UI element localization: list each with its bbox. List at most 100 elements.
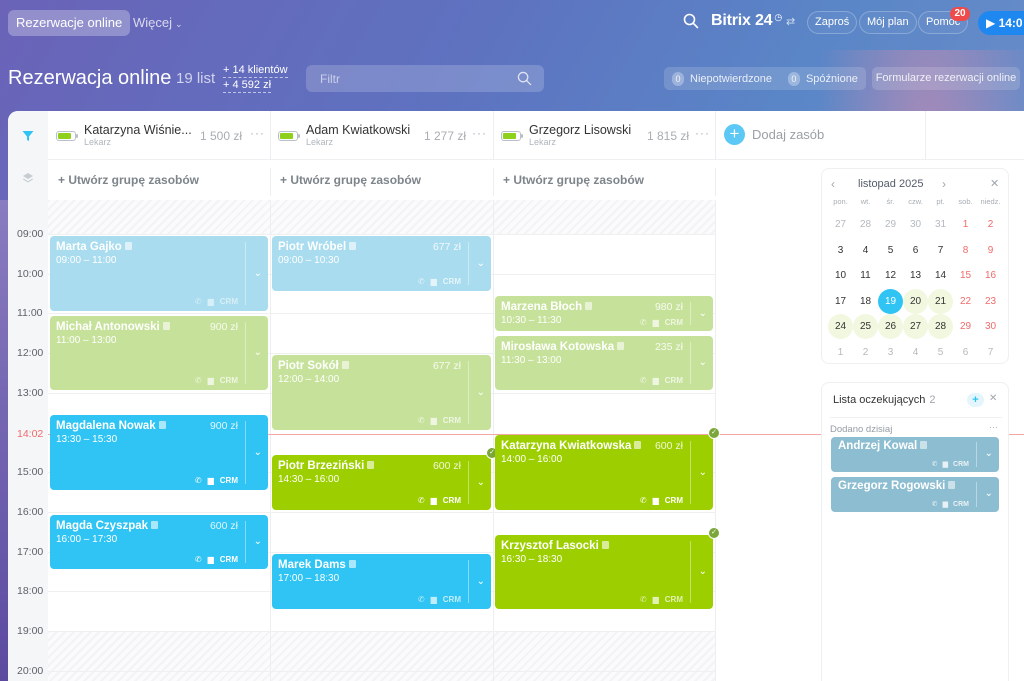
appointment-card[interactable]: Magdalena Nowak 13:30 – 15:30 900 zł ✆ ▆ C… (50, 415, 268, 490)
booking-forms-button[interactable]: Formularze rezerwacji online (872, 67, 1020, 90)
more-dots-icon[interactable]: ··· (250, 126, 265, 140)
calendar-day[interactable]: 31 (934, 219, 947, 230)
calendar-day[interactable]: 29 (884, 219, 897, 230)
crm-link[interactable]: CRM (442, 496, 461, 505)
chevron-down-icon[interactable]: ⌄ (698, 307, 707, 319)
calendar-day[interactable]: 18 (859, 295, 872, 307)
chat-icon[interactable]: ▆ (430, 277, 437, 286)
phone-icon[interactable]: ✆ (931, 501, 938, 508)
unconfirmed-filter[interactable]: 0 Niepotwierdzone (672, 71, 772, 86)
more-dots-icon[interactable]: ··· (472, 126, 487, 140)
phone-icon[interactable]: ✆ (417, 595, 425, 604)
chat-icon[interactable]: ▆ (430, 496, 437, 505)
phone-icon[interactable]: ✆ (639, 595, 647, 604)
chat-icon[interactable]: ▆ (207, 476, 214, 485)
chevron-down-icon[interactable]: ⌄ (253, 267, 262, 279)
calendar-day[interactable]: 3 (837, 244, 844, 256)
chevron-left-icon[interactable]: ‹ (831, 177, 835, 191)
crm-link[interactable]: CRM (664, 496, 683, 505)
crm-link[interactable]: CRM (664, 318, 683, 327)
crm-link[interactable]: CRM (442, 277, 461, 286)
calendar-day[interactable]: 9 (987, 244, 994, 256)
crm-link[interactable]: CRM (219, 376, 238, 385)
more-dots-icon[interactable]: ··· (989, 422, 998, 432)
layers-icon[interactable] (22, 172, 34, 184)
revenue-stat-link[interactable]: + 4 592 zł (223, 79, 272, 93)
phone-icon[interactable]: ✆ (931, 461, 938, 468)
crm-link[interactable]: CRM (953, 460, 969, 468)
chevron-down-icon[interactable]: ⌄ (476, 386, 485, 398)
appointment-card[interactable]: Michał Antonowski 11:00 – 13:00 900 zł ✆… (50, 316, 268, 390)
chevron-down-icon[interactable]: ⌄ (253, 446, 262, 458)
search-icon[interactable] (683, 13, 701, 31)
phone-icon[interactable]: ✆ (417, 277, 425, 286)
calendar-day-available[interactable]: 26 (878, 314, 903, 339)
appointment-card[interactable]: Piotr Sokół 12:00 – 14:00 677 zł ✆ ▆ CRM ⌄ (272, 355, 491, 430)
resource-header-1[interactable]: Adam Kwiatkowski Lekarz 1 277 zł ··· (270, 111, 493, 160)
chat-icon[interactable]: ▆ (207, 555, 214, 564)
my-plan-button[interactable]: Mój plan (859, 11, 917, 34)
brand-logo[interactable]: Bitrix 24 ◷ ⇄ (711, 12, 795, 30)
calendar-day[interactable]: 11 (860, 270, 871, 281)
phone-icon[interactable]: ✆ (194, 297, 202, 306)
appointment-card[interactable]: Krzysztof Lasocki 16:30 – 18:30 ✆ ▆ CRM ⌄ (495, 535, 713, 609)
more-dots-icon[interactable]: ··· (695, 126, 710, 140)
phone-icon[interactable]: ✆ (639, 376, 647, 385)
chevron-down-icon[interactable]: ⌄ (984, 448, 993, 459)
create-group-button[interactable]: + Utwórz grupę zasobów (280, 173, 422, 187)
appointment-card[interactable]: Magda Czyszpak 16:00 – 17:30 600 zł ✆ ▆ CR… (50, 515, 268, 569)
phone-icon[interactable]: ✆ (417, 496, 425, 505)
chevron-down-icon[interactable]: ⌄ (698, 357, 707, 368)
phone-icon[interactable]: ✆ (639, 318, 647, 327)
calendar-day-available[interactable]: 24 (828, 314, 853, 339)
collapse-icon[interactable]: ✕ (989, 393, 998, 404)
appointment-card[interactable]: Piotr Brzeziński 14:30 – 16:00 600 zł ✆ ▆… (272, 455, 491, 510)
resource-header-0[interactable]: Katarzyna Wiśnie... Lekarz 1 500 zł ··· (48, 111, 270, 160)
add-waitlist-button[interactable]: + (967, 393, 984, 407)
appointment-card[interactable]: Mirosława Kotowska 11:30 – 13:00 235 zł … (495, 336, 713, 390)
calendar-day[interactable]: 6 (962, 346, 969, 358)
chat-icon[interactable]: ▆ (942, 461, 949, 468)
calendar-day[interactable]: 12 (884, 270, 897, 281)
create-group-button[interactable]: + Utwórz grupę zasobów (58, 173, 200, 187)
settings-sliders-icon[interactable]: ⇄ (786, 16, 796, 28)
chat-icon[interactable]: ▆ (652, 595, 659, 604)
chat-icon[interactable]: ▆ (942, 501, 949, 508)
phone-icon[interactable]: ✆ (194, 555, 202, 564)
add-resource-button[interactable]: + Dodaj zasób (724, 124, 824, 145)
calendar-day[interactable]: 22 (959, 295, 972, 307)
calendar-day-available[interactable]: 21 (928, 288, 953, 314)
invite-button[interactable]: Zaproś (807, 11, 858, 34)
chat-icon[interactable]: ▆ (430, 416, 437, 425)
waitlist-item[interactable]: Grzegorz Rogowski ✆ ▆ CRM ⌄ (831, 477, 999, 512)
crm-link[interactable]: CRM (442, 416, 461, 425)
calendar-day[interactable]: 8 (962, 244, 969, 256)
calendar-day[interactable]: 7 (987, 346, 994, 358)
crm-link[interactable]: CRM (219, 297, 238, 306)
calendar-day[interactable]: 16 (984, 270, 997, 281)
calendar-day[interactable]: 6 (912, 244, 919, 256)
appointment-card[interactable]: Piotr Wróbel 09:00 – 10:30 677 zł ✆ ▆ CRM … (272, 236, 491, 291)
chat-icon[interactable]: ▆ (207, 376, 214, 385)
chat-icon[interactable]: ▆ (430, 595, 437, 604)
chevron-down-icon[interactable]: ⌄ (698, 566, 707, 577)
calendar-day[interactable]: 30 (909, 219, 922, 230)
calendar-day[interactable]: 3 (887, 346, 894, 358)
calendar-day-available[interactable]: 25 (853, 314, 878, 339)
calendar-day-available[interactable]: 20 (903, 288, 928, 314)
calendar-day[interactable]: 1 (837, 346, 844, 358)
calendar-day[interactable]: 4 (862, 244, 869, 256)
calendar-day[interactable]: 30 (984, 321, 997, 332)
resource-header-2[interactable]: Grzegorz Lisowski Lekarz 1 815 zł ··· (493, 111, 715, 160)
appointment-card[interactable]: Marek Dams 17:00 – 18:30 ✆ ▆ CRM ⌄ (272, 554, 491, 609)
appointment-card[interactable]: Marta Gajko 09:00 – 11:00 ✆ ▆ CRM ⌄ (50, 236, 268, 311)
crm-link[interactable]: CRM (664, 595, 683, 604)
calendar-day[interactable]: 5 (937, 346, 944, 358)
crm-link[interactable]: CRM (953, 500, 969, 508)
crm-link[interactable]: CRM (219, 555, 238, 564)
late-filter[interactable]: 0 Spóźnione (787, 71, 858, 86)
phone-icon[interactable]: ✆ (639, 496, 647, 505)
calendar-day[interactable]: 15 (959, 270, 972, 281)
calendar-day[interactable]: 28 (859, 219, 872, 230)
phone-icon[interactable]: ✆ (194, 376, 202, 385)
